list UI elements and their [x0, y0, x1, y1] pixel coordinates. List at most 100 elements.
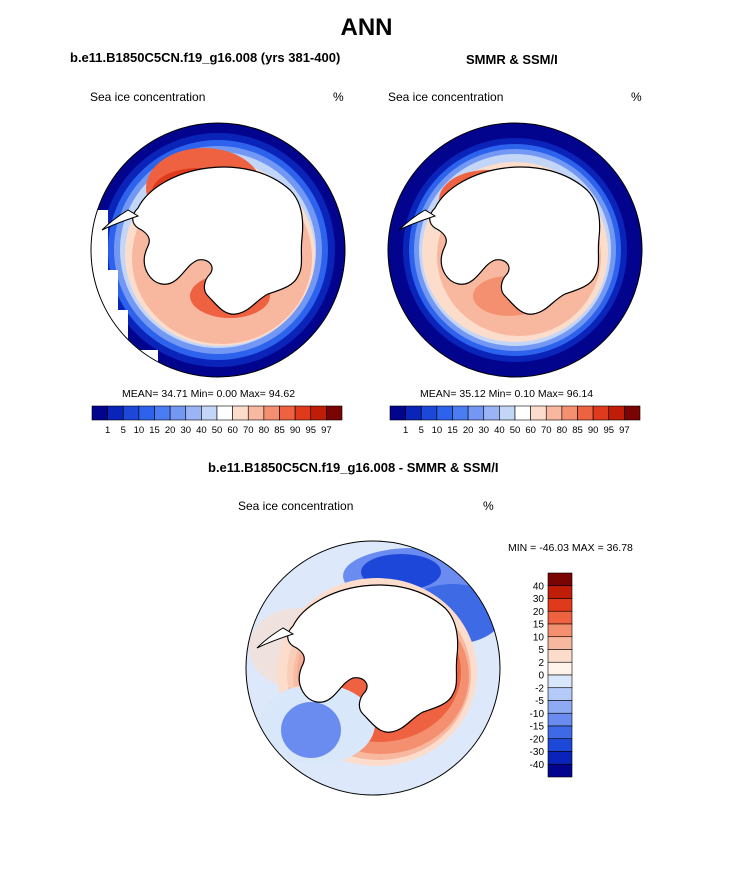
panel-3-colorbar-swatch: [547, 572, 573, 587]
panel-2-colorbar-tick-label: 80: [557, 425, 568, 436]
panel-3-colorbar-tick-label: 5: [538, 645, 544, 656]
panel-2-colorbar-swatch: [436, 405, 453, 421]
panel-2-colorbar-swatch: [483, 405, 500, 421]
panel-3-colorbar-tick-label: 20: [533, 607, 545, 618]
panel-3-colorbar-tick-label: -15: [530, 722, 545, 733]
panel-2-colorbar-swatch: [514, 405, 531, 421]
panel-1-colorbar-tick-label: 5: [121, 425, 126, 436]
panel-3-colorbar-tick-label: -30: [530, 747, 545, 758]
panel-1-colorbar-tick-label: 90: [290, 425, 301, 436]
panel-3-map: [245, 540, 501, 796]
panel-3-colorbar-swatch: [547, 687, 573, 701]
panel-2-colorbar-tick-label: 97: [619, 425, 630, 436]
panel-1-colorbar-tick-label: 10: [134, 425, 145, 436]
panel-2-colorbar-tick-label: 40: [494, 425, 505, 436]
panel-2-colorbar-swatch: [467, 405, 485, 421]
panel-2-variable-label: Sea ice concentration: [388, 90, 504, 104]
panel-3-colorbar-swatch: [547, 738, 573, 752]
panel-2-colorbar-tick-label: 10: [432, 425, 443, 436]
panel-2-colorbar-tick-label: 20: [463, 425, 474, 436]
panel-2-colorbar-swatch: [545, 405, 563, 421]
panel-3-colorbar-swatch: [547, 585, 573, 599]
panel-2-colorbar-swatch: [592, 405, 610, 421]
panel-3-colorbar-swatch: [547, 598, 573, 612]
panel-1-map: [90, 122, 346, 378]
panel-3-colorbar-tick-label: -20: [530, 734, 545, 745]
panel-1-colorbar-swatch: [91, 405, 108, 421]
panel-2-title: SMMR & SSM/I: [466, 52, 558, 67]
panel-3-colorbar-swatch: [547, 712, 573, 727]
panel-1-units-label: %: [333, 90, 344, 104]
panel-2-colorbar-swatch: [577, 405, 594, 421]
figure-title: ANN: [340, 14, 393, 41]
panel-2-colorbar-tick-label: 90: [588, 425, 599, 436]
panel-1-colorbar-tick-label: 60: [227, 425, 238, 436]
panel-2-colorbar-swatch: [608, 405, 625, 421]
panel-1-colorbar-swatch: [294, 405, 312, 421]
panel-2-colorbar-tick-label: 5: [419, 425, 424, 436]
panel-2-colorbar-swatch: [561, 405, 578, 421]
panel-1-colorbar-swatch: [169, 405, 187, 421]
panel-1-colorbar-swatch: [310, 405, 327, 421]
panel-3-units-label: %: [483, 499, 494, 513]
panel-3-colorbar-swatch: [547, 610, 573, 625]
panel-3-colorbar-swatch: [547, 649, 573, 663]
panel-3-colorbar-tick-label: 15: [533, 620, 545, 631]
panel-3-colorbar-tick-label: 2: [538, 658, 544, 669]
panel-1-colorbar-swatch: [185, 405, 202, 421]
panel-1-colorbar-swatch: [279, 405, 296, 421]
panel-3-colorbar-tick-label: 0: [538, 671, 544, 682]
panel-3-colorbar-swatch: [547, 636, 573, 650]
panel-2-colorbar-tick-label: 85: [572, 425, 583, 436]
panel-1-colorbar-tick-label: 70: [243, 425, 254, 436]
panel-1-colorbar-tick-label: 95: [305, 425, 316, 436]
panel-1-colorbar-tick-label: 97: [321, 425, 332, 436]
panel-3-colorbar-tick-label: -2: [535, 683, 544, 694]
panel-2-stats: MEAN= 35.12 Min= 0.10 Max= 96.14: [420, 388, 594, 400]
panel-1-colorbar-swatch: [232, 405, 249, 421]
panel-2-colorbar-tick-label: 30: [478, 425, 489, 436]
panel-1-colorbar-swatch: [326, 405, 343, 421]
panel-2-colorbar-tick-label: 15: [447, 425, 458, 436]
panel-2-colorbar-swatch: [452, 405, 469, 421]
panel-1-colorbar-swatch: [247, 405, 265, 421]
panel-2-colorbar: 1 5 10 15 20 30 40 50 60 70 80 85 90 95 97: [389, 405, 641, 436]
panel-1-variable-label: Sea ice concentration: [90, 90, 206, 104]
panel-2-colorbar-tick-label: 60: [525, 425, 536, 436]
panel-2-colorbar-swatch: [420, 405, 438, 421]
panel-1-colorbar-swatch: [138, 405, 155, 421]
panel-3-colorbar-swatch: [547, 700, 573, 714]
panel-2-units-label: %: [631, 90, 642, 104]
panel-1-colorbar-swatch: [122, 405, 140, 421]
panel-1-colorbar-swatch: [201, 405, 218, 421]
panel-1-colorbar-tick-label: 40: [196, 425, 207, 436]
panel-1-colorbar: 1 5 10 15 20 30 40 50 60 70 80 85 90 95 97: [91, 405, 343, 436]
panel-3-stats: MIN = -46.03 MAX = 36.78: [508, 542, 633, 554]
panel-1-colorbar-swatch: [216, 405, 233, 421]
panel-1-stats: MEAN= 34.71 Min= 0.00 Max= 94.62: [122, 388, 296, 400]
panel-2-colorbar-swatch: [624, 405, 641, 421]
panel-2-colorbar-swatch: [405, 405, 422, 421]
panel-3-colorbar-tick-label: 40: [533, 581, 545, 592]
panel-2-colorbar-swatch: [499, 405, 516, 421]
panel-1-colorbar-swatch: [154, 405, 171, 421]
panel-3-colorbar-swatch: [547, 623, 573, 638]
panel-2-map: [387, 122, 643, 378]
panel-2-colorbar-swatch: [530, 405, 547, 421]
panel-1-title: b.e11.B1850C5CN.f19_g16.008 (yrs 381-400…: [70, 50, 341, 65]
panel-3-colorbar-swatch: [547, 661, 573, 676]
panel-3-colorbar-tick-label: -5: [535, 696, 544, 707]
panel-1-colorbar-tick-label: 20: [165, 425, 176, 436]
panel-3-colorbar-tick-label: 10: [533, 632, 545, 643]
panel-3-title: b.e11.B1850C5CN.f19_g16.008 - SMMR & SSM…: [208, 460, 499, 475]
panel-2-colorbar-tick-label: 95: [603, 425, 614, 436]
panel-1-colorbar-tick-label: 1: [105, 425, 110, 436]
panel-1-colorbar-swatch: [107, 405, 124, 421]
panel-3-colorbar-tick-label: -10: [530, 709, 545, 720]
panel-3-colorbar-tick-label: -40: [530, 760, 545, 771]
panel-1-colorbar-tick-label: 50: [212, 425, 223, 436]
panel-2-colorbar-tick-label: 50: [510, 425, 521, 436]
panel-1-colorbar-tick-label: 85: [274, 425, 285, 436]
panel-3-colorbar-swatch: [547, 674, 573, 689]
